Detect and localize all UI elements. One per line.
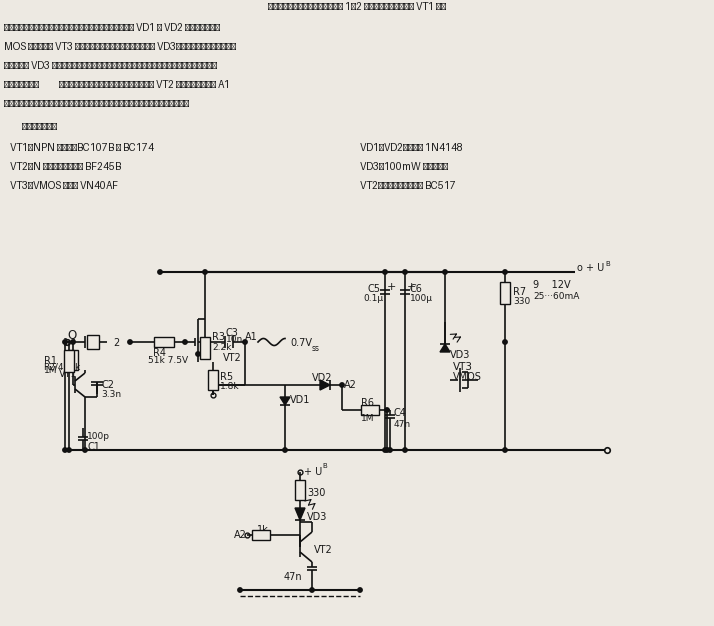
Text: VD3: VD3 (307, 512, 328, 522)
Circle shape (358, 588, 362, 592)
Text: A2: A2 (344, 380, 357, 390)
Text: VMOS: VMOS (453, 372, 482, 382)
Text: 51k 7.5V: 51k 7.5V (148, 356, 188, 365)
Text: C1: C1 (87, 442, 100, 452)
Text: o + U: o + U (577, 263, 604, 273)
Text: R2/470k: R2/470k (43, 362, 80, 371)
Circle shape (443, 270, 447, 274)
Text: B: B (605, 261, 610, 267)
Bar (154, 337, 174, 347)
Text: +: + (407, 282, 416, 292)
Text: 2.2k: 2.2k (212, 343, 231, 352)
Text: R3: R3 (212, 332, 225, 342)
Text: A2: A2 (234, 530, 247, 540)
Polygon shape (440, 344, 450, 352)
Bar (500, 282, 510, 304)
Circle shape (385, 408, 389, 412)
Text: 1: 1 (63, 338, 69, 348)
Text: 10n: 10n (226, 335, 243, 344)
Text: R7: R7 (513, 287, 526, 297)
Text: 1.8k: 1.8k (220, 382, 240, 391)
Circle shape (385, 448, 389, 452)
Text: + U: + U (304, 467, 322, 477)
Text: 9    12V: 9 12V (533, 280, 570, 290)
Text: 100p: 100p (87, 432, 110, 441)
Bar (208, 370, 218, 390)
Text: R1: R1 (44, 356, 57, 366)
Circle shape (63, 448, 67, 452)
Bar (200, 337, 210, 359)
Bar (295, 480, 305, 500)
Text: C6: C6 (410, 284, 423, 294)
Circle shape (67, 448, 71, 452)
Text: VD2: VD2 (312, 373, 333, 383)
Text: Q: Q (67, 328, 76, 341)
Circle shape (340, 383, 344, 387)
Polygon shape (295, 508, 305, 520)
Bar (87, 335, 99, 349)
Text: R6: R6 (361, 398, 374, 408)
Text: 47n: 47n (284, 572, 303, 582)
Polygon shape (320, 380, 330, 390)
Circle shape (403, 448, 407, 452)
Circle shape (388, 448, 392, 452)
Circle shape (196, 352, 200, 356)
Text: R4: R4 (153, 348, 166, 358)
Text: 0.1μ: 0.1μ (363, 294, 383, 303)
Text: VT2: VT2 (223, 353, 242, 363)
Text: 100μ: 100μ (410, 294, 433, 303)
Text: 25···60mA: 25···60mA (533, 292, 579, 301)
Text: 0.7V: 0.7V (290, 338, 312, 348)
Text: ss: ss (312, 344, 320, 353)
Circle shape (503, 448, 507, 452)
Circle shape (283, 448, 287, 452)
Text: A1: A1 (245, 332, 258, 342)
Bar (64, 350, 74, 372)
Text: C4: C4 (394, 408, 407, 418)
Text: 1M: 1M (361, 414, 375, 423)
Text: 330: 330 (513, 297, 531, 306)
Text: C2: C2 (101, 380, 114, 390)
Circle shape (203, 270, 207, 274)
Text: VT1: VT1 (59, 369, 78, 379)
Text: 1k: 1k (257, 525, 268, 535)
Circle shape (238, 588, 242, 592)
Text: +: + (387, 282, 396, 292)
Text: 2: 2 (113, 338, 119, 348)
Circle shape (310, 588, 314, 592)
Circle shape (183, 340, 187, 344)
Text: 1M: 1M (44, 366, 57, 375)
Bar (252, 530, 270, 540)
Circle shape (71, 340, 75, 344)
Bar (68, 350, 78, 370)
Text: C3: C3 (226, 328, 239, 338)
Text: 3.3n: 3.3n (101, 390, 121, 399)
Text: VT3: VT3 (453, 362, 473, 372)
Text: 47n: 47n (394, 420, 411, 429)
Circle shape (503, 270, 507, 274)
Circle shape (403, 270, 407, 274)
Circle shape (383, 448, 387, 452)
Polygon shape (280, 397, 290, 405)
Circle shape (383, 270, 387, 274)
Text: C5: C5 (367, 284, 380, 294)
Circle shape (128, 340, 132, 344)
Bar (361, 405, 379, 415)
Text: VD1: VD1 (290, 395, 311, 405)
Text: R5: R5 (220, 372, 233, 382)
Text: 330: 330 (307, 488, 326, 498)
Text: B: B (322, 463, 327, 469)
Circle shape (83, 448, 87, 452)
Circle shape (503, 340, 507, 344)
Circle shape (243, 340, 247, 344)
Text: VD3: VD3 (450, 350, 471, 360)
Text: VT2: VT2 (314, 545, 333, 555)
Circle shape (158, 270, 162, 274)
Circle shape (63, 340, 67, 344)
